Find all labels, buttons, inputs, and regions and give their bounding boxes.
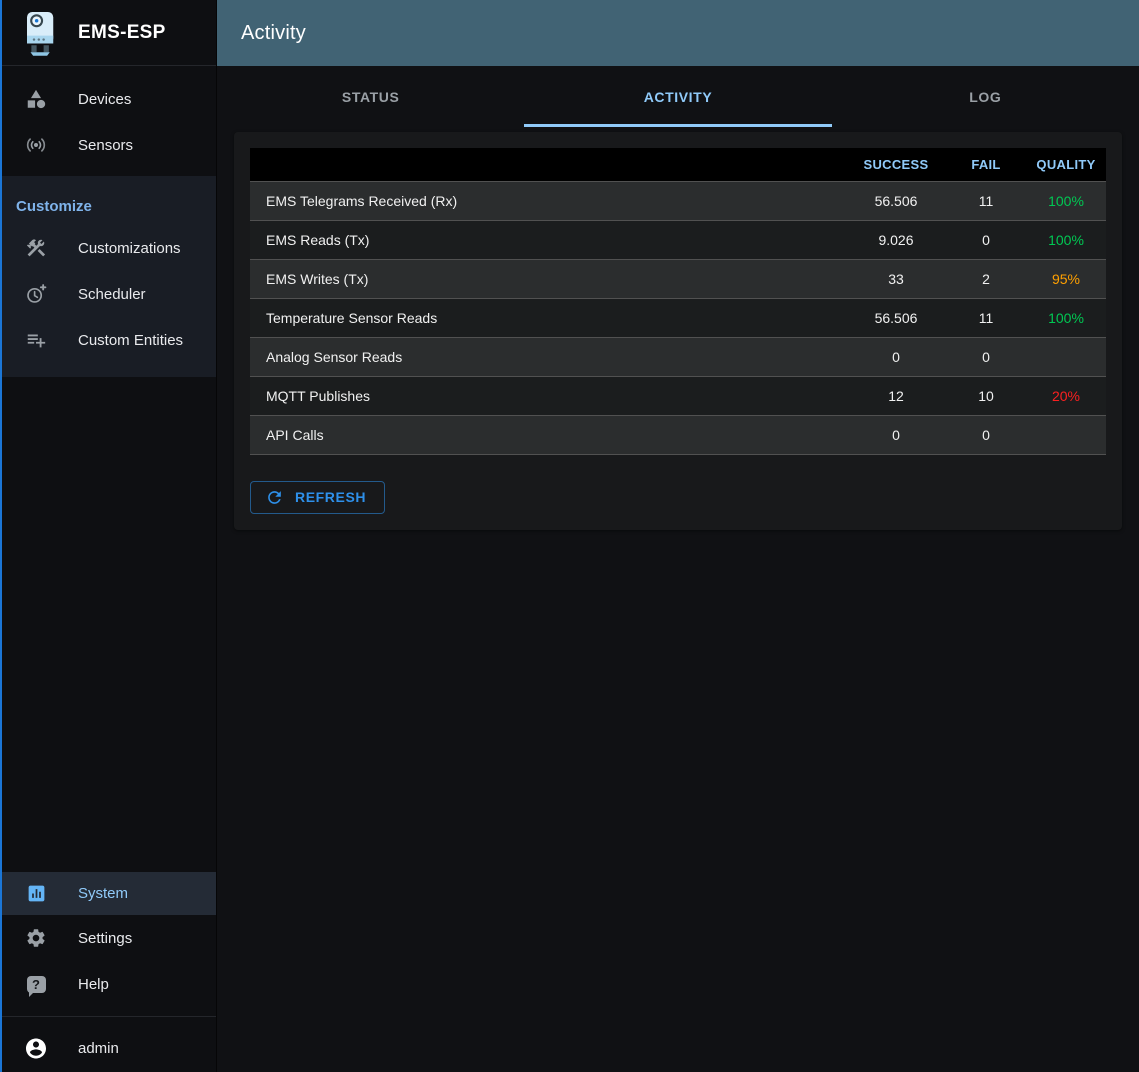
- sidebar-item-custom-entities[interactable]: Custom Entities: [0, 317, 216, 363]
- success-value-cell: 12: [846, 376, 946, 416]
- construction-icon: [24, 236, 48, 260]
- category-icon: [24, 87, 48, 111]
- gear-icon: [24, 926, 48, 950]
- quality-value-cell: [1026, 337, 1106, 377]
- playlist-add-icon: [24, 328, 48, 352]
- left-scroll-accent: [0, 0, 2, 1072]
- clock-plus-icon: [24, 282, 48, 306]
- table-row: API Calls 0 0: [250, 415, 1106, 455]
- tab-activity[interactable]: ACTIVITY: [524, 66, 832, 127]
- table-row: MQTT Publishes 12 10 20%: [250, 376, 1106, 416]
- fail-value-cell: 2: [946, 259, 1026, 299]
- help-bubble-icon: ?: [24, 972, 48, 997]
- appbar: Activity: [217, 0, 1139, 66]
- activity-card: SUCCESS FAIL QUALITY EMS Telegrams Recei…: [234, 132, 1122, 530]
- refresh-icon: [268, 490, 281, 504]
- sidebar-item-label: Scheduler: [78, 285, 146, 303]
- sidebar-item-customizations[interactable]: Customizations: [0, 225, 216, 271]
- column-header-success: SUCCESS: [846, 148, 946, 181]
- sidebar-item-label: Settings: [78, 929, 133, 947]
- fail-value-cell: 0: [946, 220, 1026, 260]
- sidebar-item-system[interactable]: System: [0, 872, 216, 915]
- fail-value-cell: 0: [946, 337, 1026, 377]
- sidebar-customize-section: Customize Customizations Scheduler: [0, 176, 216, 377]
- sidebar-item-label: Custom Entities: [78, 331, 184, 349]
- fail-value-cell: 11: [946, 298, 1026, 338]
- quality-value-cell: 100%: [1026, 220, 1106, 260]
- sidebar-divider: [0, 1016, 216, 1017]
- sidebar-item-label: Devices: [78, 90, 132, 108]
- table-row: Analog Sensor Reads 0 0: [250, 337, 1106, 377]
- page-title: Activity: [241, 21, 306, 44]
- quality-value-cell: 100%: [1026, 298, 1106, 338]
- fail-value-cell: 0: [946, 415, 1026, 455]
- sidebar-item-settings[interactable]: Settings: [0, 915, 216, 961]
- main-content: Activity STATUS ACTIVITY LOG SUCCESS FAI…: [216, 0, 1139, 1072]
- metric-name-cell: Temperature Sensor Reads: [250, 298, 846, 338]
- sidebar-item-label: Help: [78, 975, 109, 993]
- sidebar-spacer: [0, 377, 216, 872]
- table-row: Temperature Sensor Reads 56.506 11 100%: [250, 298, 1106, 338]
- quality-value-cell: [1026, 415, 1106, 455]
- sidebar-item-sensors[interactable]: Sensors: [0, 122, 216, 168]
- customize-section-header: Customize: [16, 198, 92, 215]
- sidebar-item-help[interactable]: ? Help: [0, 961, 216, 1007]
- metric-name-cell: MQTT Publishes: [250, 376, 846, 416]
- analytics-icon: [24, 882, 48, 906]
- column-header-fail: FAIL: [946, 148, 1026, 181]
- activity-table: SUCCESS FAIL QUALITY EMS Telegrams Recei…: [250, 148, 1106, 455]
- app-title: EMS-ESP: [78, 21, 166, 43]
- metric-name-cell: EMS Telegrams Received (Rx): [250, 180, 846, 221]
- table-row: EMS Reads (Tx) 9.026 0 100%: [250, 220, 1106, 260]
- sidebar-main-nav: Devices Sensors: [0, 66, 216, 168]
- app-logo-row: EMS-ESP: [0, 0, 216, 66]
- success-value-cell: 0: [846, 415, 946, 455]
- sensors-icon: [24, 133, 48, 157]
- success-value-cell: 0: [846, 337, 946, 377]
- quality-value-cell: 20%: [1026, 376, 1106, 416]
- success-value-cell: 56.506: [846, 298, 946, 338]
- activity-table-body: EMS Telegrams Received (Rx) 56.506 11 100% E…: [250, 180, 1106, 455]
- sidebar-item-label: Sensors: [78, 136, 134, 154]
- quality-value-cell: 95%: [1026, 259, 1106, 299]
- table-row: EMS Telegrams Received (Rx) 56.506 11 100%: [250, 180, 1106, 221]
- fail-value-cell: 10: [946, 376, 1026, 416]
- table-header-row: SUCCESS FAIL QUALITY: [250, 148, 1106, 181]
- refresh-button[interactable]: REFRESH: [250, 480, 386, 514]
- metric-name-cell: API Calls: [250, 415, 846, 455]
- success-value-cell: 9.026: [846, 220, 946, 260]
- boiler-logo-icon: [27, 11, 54, 56]
- quality-value-cell: 100%: [1026, 180, 1106, 221]
- metric-name-cell: EMS Reads (Tx): [250, 220, 846, 260]
- sidebar-item-admin-user[interactable]: admin: [0, 1024, 216, 1072]
- success-value-cell: 33: [846, 259, 946, 299]
- refresh-button-label: REFRESH: [295, 489, 367, 505]
- sidebar-item-label: Customizations: [78, 239, 181, 257]
- column-header-quality: QUALITY: [1026, 148, 1106, 181]
- table-row: EMS Writes (Tx) 33 2 95%: [250, 259, 1106, 299]
- account-circle-icon: [24, 1036, 48, 1060]
- tab-log[interactable]: LOG: [969, 88, 1002, 105]
- username-label: admin: [78, 1039, 119, 1057]
- sidebar: EMS-ESP Devices Sensors Customize: [0, 0, 216, 1072]
- tab-status[interactable]: STATUS: [341, 88, 400, 105]
- sidebar-item-scheduler[interactable]: Scheduler: [0, 271, 216, 317]
- sidebar-item-label: System: [78, 885, 129, 902]
- success-value-cell: 56.506: [846, 180, 946, 221]
- column-header-metric: [250, 148, 846, 181]
- sidebar-item-devices[interactable]: Devices: [0, 76, 216, 122]
- fail-value-cell: 11: [946, 180, 1026, 221]
- metric-name-cell: Analog Sensor Reads: [250, 337, 846, 377]
- tab-bar: STATUS ACTIVITY LOG: [217, 66, 1139, 127]
- metric-name-cell: EMS Writes (Tx): [250, 259, 846, 299]
